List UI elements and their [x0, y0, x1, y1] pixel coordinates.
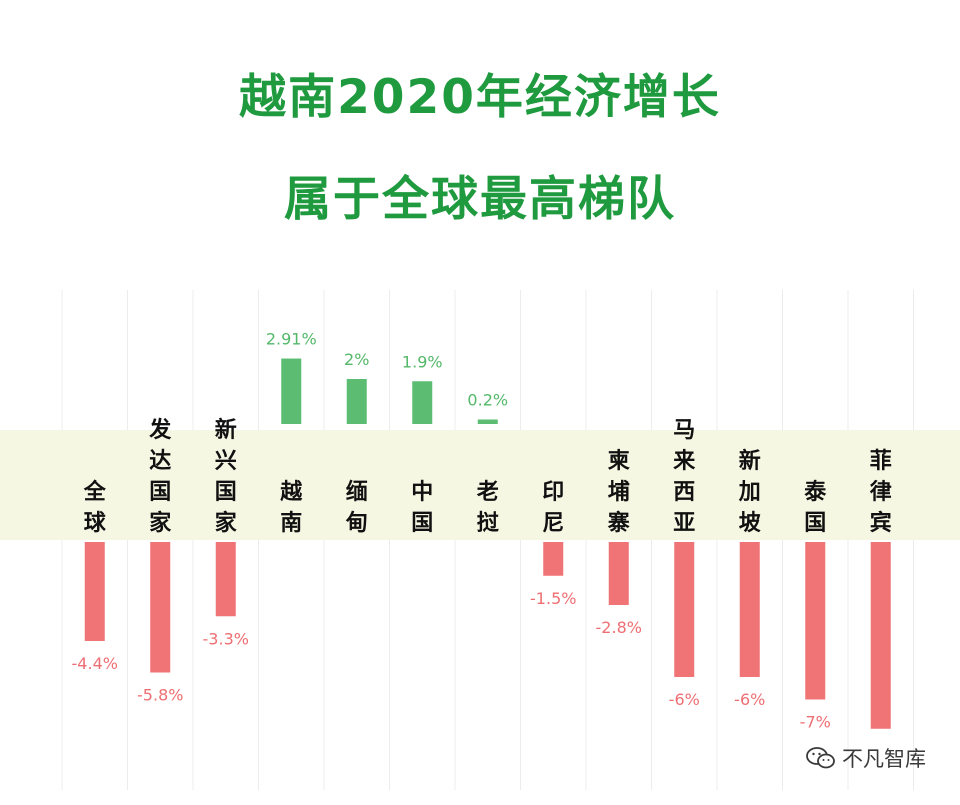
bar-9 — [674, 542, 695, 677]
watermark: 不凡智库 — [806, 743, 926, 773]
bar-1 — [150, 542, 171, 673]
bar-4 — [346, 379, 367, 424]
chart-title-line-2: 属于全球最高梯队 — [284, 172, 676, 227]
bar-12 — [870, 542, 891, 729]
bar-8 — [608, 542, 629, 605]
category-label-8: 柬埔寨 — [607, 448, 630, 536]
category-label-0: 全球 — [83, 479, 107, 536]
data-label-9: -6% — [669, 690, 700, 709]
data-label-10: -6% — [734, 690, 765, 709]
data-label-5: 1.9% — [402, 352, 443, 371]
data-label-4: 2% — [344, 350, 369, 369]
category-label-3: 越南 — [279, 480, 303, 536]
category-label-2: 新兴国家 — [215, 417, 238, 536]
bar-7 — [543, 542, 564, 576]
bar-11 — [805, 542, 826, 700]
category-label-5: 中国 — [411, 480, 433, 536]
category-label-7: 印尼 — [542, 480, 564, 536]
bar-6 — [477, 419, 498, 424]
category-label-1: 发达国家 — [148, 417, 172, 536]
data-label-6: 0.2% — [467, 391, 508, 410]
wechat-icon — [806, 747, 835, 769]
category-label-9: 马来西亚 — [672, 418, 696, 536]
data-label-2: -3.3% — [203, 629, 249, 648]
data-label-7: -1.5% — [530, 589, 576, 608]
chart-title-line-1: 越南2020年经济增长 — [239, 70, 721, 125]
category-label-4: 缅甸 — [345, 479, 368, 536]
data-label-11: -7% — [800, 713, 831, 732]
category-label-12: 菲律宾 — [870, 449, 892, 536]
category-band — [0, 430, 960, 540]
category-label-6: 老挝 — [476, 480, 500, 536]
data-label-3: 2.91% — [266, 330, 317, 349]
bar-2 — [215, 542, 236, 617]
bar-10 — [739, 542, 760, 677]
bar-3 — [281, 358, 302, 424]
category-label-11: 泰国 — [803, 480, 827, 536]
bar-5 — [412, 381, 433, 424]
bar-0 — [84, 542, 105, 641]
data-label-0: -4.4% — [72, 654, 118, 673]
data-label-1: -5.8% — [137, 686, 183, 705]
watermark-text: 不凡智库 — [842, 747, 926, 771]
category-label-10: 新加坡 — [738, 448, 761, 536]
data-label-8: -2.8% — [596, 618, 642, 637]
